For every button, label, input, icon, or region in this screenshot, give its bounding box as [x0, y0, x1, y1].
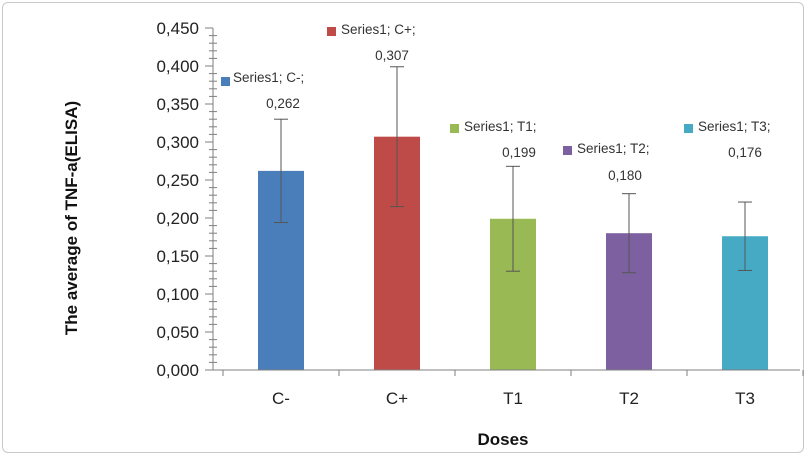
legend-key-icon: [684, 124, 693, 133]
error-bars: [274, 66, 752, 274]
x-tick-label: C+: [386, 389, 408, 408]
x-axis-title: Doses: [477, 430, 528, 449]
data-label-value: 0,262: [266, 96, 300, 111]
data-label-series: Series1; T2;: [577, 141, 650, 156]
data-label-series: Series1; C-;: [233, 70, 304, 85]
x-tick-label: T1: [503, 389, 523, 408]
data-label-series: Series1; T1;: [464, 119, 537, 134]
legend-key-icon: [221, 77, 230, 86]
y-tick-label: 0,000: [156, 361, 199, 380]
x-axis: C- C+ T1 T2 T3: [213, 369, 804, 408]
data-label-value: 0,176: [728, 145, 762, 160]
y-tick-label: 0,050: [156, 323, 199, 342]
data-labels: Series1; C-; 0,262 Series1; C+; 0,307 Series…: [221, 22, 771, 183]
y-tick-label: 0,450: [156, 19, 199, 38]
y-tick-label: 0,250: [156, 171, 199, 190]
y-tick-label: 0,150: [156, 247, 199, 266]
y-axis-title: The average of TNF-a(ELISA): [62, 101, 81, 335]
data-label-value: 0,180: [608, 168, 642, 183]
y-tick-label: 0,100: [156, 285, 199, 304]
y-tick-label: 0,400: [156, 57, 199, 76]
x-tick-label: T3: [735, 389, 755, 408]
x-tick-label: C-: [272, 389, 290, 408]
x-tick-label: T2: [619, 389, 639, 408]
data-label-value: 0,307: [375, 48, 409, 63]
legend-key-icon: [563, 146, 572, 155]
data-label-series: Series1; C+;: [341, 22, 416, 37]
y-tick-label: 0,300: [156, 133, 199, 152]
legend-key-icon: [327, 27, 336, 36]
legend-key-icon: [450, 124, 459, 133]
y-axis: 0,000 0,050 0,100 0,150 0,200 0,250 0,300 0,350…: [156, 19, 217, 380]
y-tick-label: 0,200: [156, 209, 199, 228]
y-tick-label: 0,350: [156, 95, 199, 114]
data-label-value: 0,199: [502, 145, 536, 160]
data-label-series: Series1; T3;: [698, 119, 771, 134]
